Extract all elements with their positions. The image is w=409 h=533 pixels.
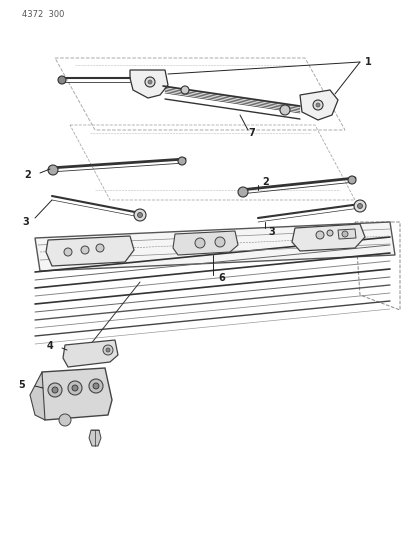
Circle shape <box>237 187 247 197</box>
Circle shape <box>96 244 104 252</box>
Polygon shape <box>291 224 364 251</box>
Polygon shape <box>173 231 237 255</box>
Polygon shape <box>63 340 118 367</box>
Circle shape <box>148 80 152 84</box>
Circle shape <box>137 213 142 217</box>
Circle shape <box>52 387 58 393</box>
Circle shape <box>145 77 155 87</box>
Polygon shape <box>337 229 355 239</box>
Circle shape <box>341 231 347 237</box>
Circle shape <box>59 414 71 426</box>
Circle shape <box>106 348 110 352</box>
Polygon shape <box>35 222 394 271</box>
Circle shape <box>64 248 72 256</box>
Text: 5: 5 <box>18 380 25 390</box>
Circle shape <box>347 176 355 184</box>
Circle shape <box>72 385 78 391</box>
Text: 3: 3 <box>267 227 274 237</box>
Circle shape <box>326 230 332 236</box>
Circle shape <box>89 379 103 393</box>
Text: 4372  300: 4372 300 <box>22 10 64 19</box>
Circle shape <box>58 76 66 84</box>
Circle shape <box>178 157 186 165</box>
Polygon shape <box>130 70 168 98</box>
Circle shape <box>312 100 322 110</box>
Circle shape <box>48 383 62 397</box>
Circle shape <box>214 237 225 247</box>
Text: 6: 6 <box>218 273 224 283</box>
Circle shape <box>195 238 204 248</box>
Circle shape <box>81 246 89 254</box>
Circle shape <box>68 381 82 395</box>
Circle shape <box>279 105 289 115</box>
Polygon shape <box>38 368 112 420</box>
Circle shape <box>134 209 146 221</box>
Circle shape <box>357 204 362 208</box>
Circle shape <box>315 103 319 107</box>
Circle shape <box>103 345 113 355</box>
Text: 7: 7 <box>248 128 255 138</box>
Text: 4: 4 <box>47 341 53 351</box>
Text: 2: 2 <box>261 177 268 187</box>
Polygon shape <box>299 90 337 120</box>
Circle shape <box>353 200 365 212</box>
Circle shape <box>93 383 99 389</box>
Polygon shape <box>30 372 45 420</box>
Text: 2: 2 <box>25 170 31 180</box>
Circle shape <box>48 165 58 175</box>
Text: 1: 1 <box>364 57 371 67</box>
Text: 3: 3 <box>22 217 29 227</box>
Circle shape <box>180 86 189 94</box>
Circle shape <box>315 231 323 239</box>
Polygon shape <box>46 236 134 266</box>
Polygon shape <box>89 430 101 446</box>
